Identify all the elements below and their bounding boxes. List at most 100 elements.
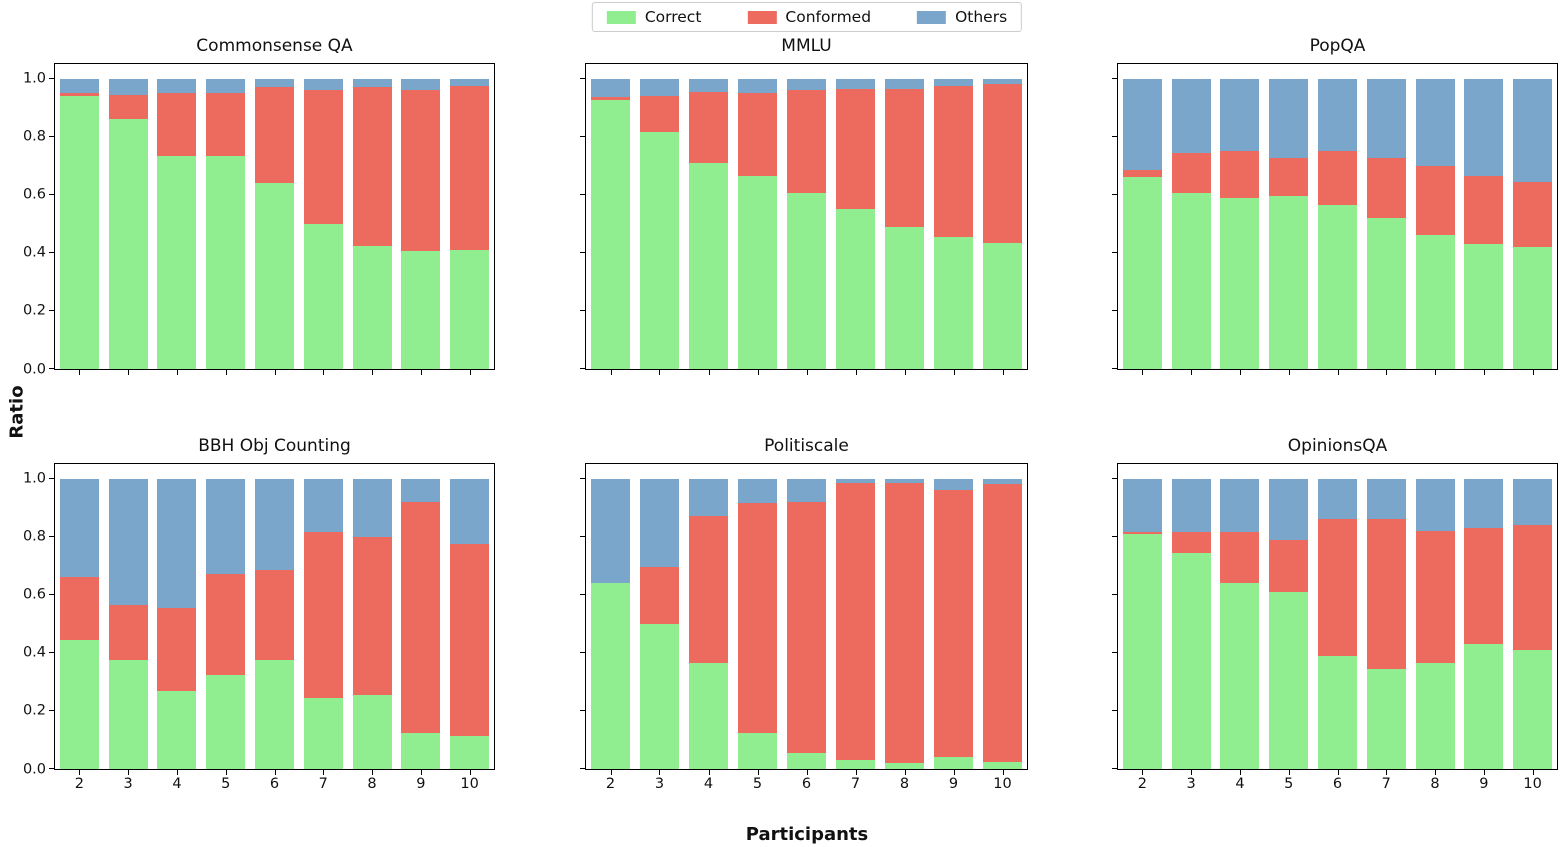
y-tick: [1112, 309, 1118, 311]
plot-frame: [1112, 63, 1558, 375]
bar-segment-conformed: [450, 543, 490, 736]
bar-segment-others: [1269, 78, 1309, 159]
bar-segment-conformed: [933, 85, 974, 237]
x-tick: [855, 769, 857, 775]
plot-frame: 2 3 4 5 6 7 8 9 10: [580, 463, 1028, 791]
legend-label: Correct: [644, 8, 702, 26]
subplot-title: MMLU: [781, 36, 832, 56]
bar-segment-correct: [206, 155, 246, 369]
bar-segment-others: [639, 78, 680, 96]
x-tick-label: 5: [752, 776, 763, 792]
conformed-swatch-icon: [747, 10, 777, 24]
stacked-bar: [254, 478, 294, 769]
x-tick: [610, 769, 612, 775]
x-tick: [953, 769, 955, 775]
subplot-politiscale: Politiscale 2 3 4 5 6 7 8 9 10: [580, 436, 1028, 791]
bar-segment-conformed: [786, 501, 827, 754]
x-tick: [757, 369, 759, 375]
plot-area: [1118, 464, 1557, 769]
y-tick: [1112, 593, 1118, 595]
x-tick: [1142, 369, 1144, 375]
stacked-bar: [157, 478, 197, 769]
x-tick-label: 9: [948, 776, 959, 792]
bar-segment-correct: [1366, 668, 1406, 769]
legend-item-correct: Correct: [606, 8, 702, 26]
stacked-bar: [835, 478, 876, 769]
y-tick: [49, 77, 55, 79]
stacked-bar: [688, 478, 729, 769]
stacked-bar: [352, 78, 392, 369]
bar-segment-correct: [1317, 204, 1357, 369]
bar-segment-correct: [639, 132, 680, 369]
stacked-bar: [303, 478, 343, 769]
y-tick-label: 0.0: [22, 360, 46, 377]
correct-swatch-icon: [606, 10, 636, 24]
bar-segment-others: [1220, 478, 1260, 533]
stacked-bar: [786, 478, 827, 769]
bar-segment-others: [1122, 478, 1162, 533]
bar-segment-correct: [1220, 583, 1260, 769]
bar-segment-correct: [254, 660, 294, 769]
bar-segment-others: [206, 78, 246, 94]
bar-segment-correct: [1415, 235, 1455, 369]
x-tick-label: 3: [654, 776, 665, 792]
stacked-bar: [737, 478, 778, 769]
x-tick: [323, 369, 325, 375]
stacked-bar: [1269, 478, 1309, 769]
x-tick: [708, 769, 710, 775]
bar-segment-correct: [59, 95, 99, 369]
bar-segment-correct: [737, 175, 778, 369]
bar-segment-others: [884, 78, 925, 89]
x-tick: [855, 369, 857, 375]
plot-frame: 0.0 0.2 0.4 0.6 0.8 1.0: [23, 63, 495, 376]
x-tick: [128, 769, 130, 775]
legend-item-others: Others: [917, 8, 1007, 26]
bar-segment-others: [1415, 78, 1455, 166]
x-tick: [176, 369, 178, 375]
x-tick: [225, 369, 227, 375]
y-tick-label: 0.8: [22, 128, 46, 145]
stacked-bar: [206, 478, 246, 769]
subplot-title: BBH Obj Counting: [198, 436, 351, 456]
y-tick-label: 0.4: [22, 644, 46, 661]
bar-segment-conformed: [108, 94, 148, 120]
y-tick: [580, 768, 586, 769]
stacked-bar: [1220, 478, 1260, 769]
stacked-bar: [157, 78, 197, 369]
x-tick: [904, 769, 906, 775]
x-tick: [1239, 769, 1241, 775]
bar-segment-others: [1220, 78, 1260, 152]
bar-segment-others: [639, 478, 680, 568]
y-tick-label: 0.6: [22, 186, 46, 203]
y-tick-label: 0.4: [22, 244, 46, 261]
y-tick: [1112, 193, 1118, 195]
bar-segment-others: [1171, 478, 1211, 533]
x-tick: [1386, 369, 1388, 375]
y-tick-label: 1.0: [22, 470, 46, 487]
subplot-title: PopQA: [1309, 36, 1366, 56]
subplot-bbh-obj-counting: BBH Obj Counting 2 3 4 5 6 7 8 9 10 0.0 0.2 0.4 0.6 0…: [23, 436, 495, 791]
bar-segment-others: [835, 478, 876, 483]
y-tick: [49, 768, 55, 769]
y-tick: [580, 535, 586, 537]
bar-segment-correct: [639, 623, 680, 769]
bar-segment-conformed: [1220, 532, 1260, 584]
legend-label: Conformed: [785, 8, 872, 26]
bar-segment-conformed: [108, 604, 148, 661]
bar-segment-correct: [1171, 193, 1211, 369]
bar-segment-conformed: [1415, 165, 1455, 236]
plot-frame: 2 3 4 5 6 7 8 9 10: [1112, 463, 1558, 791]
x-tick-label: 2: [74, 776, 84, 792]
x-tick: [1532, 369, 1534, 375]
bar-segment-conformed: [254, 87, 294, 184]
bar-segment-others: [206, 478, 246, 575]
stacked-bar: [1464, 478, 1504, 769]
x-tick: [79, 369, 81, 375]
x-tick-label: 4: [172, 776, 182, 792]
y-tick: [580, 651, 586, 653]
y-tick: [49, 535, 55, 537]
y-tick: [580, 709, 586, 711]
bar-segment-correct: [1513, 247, 1553, 369]
bar-segment-correct: [1269, 196, 1309, 369]
bar-segment-correct: [352, 694, 392, 769]
